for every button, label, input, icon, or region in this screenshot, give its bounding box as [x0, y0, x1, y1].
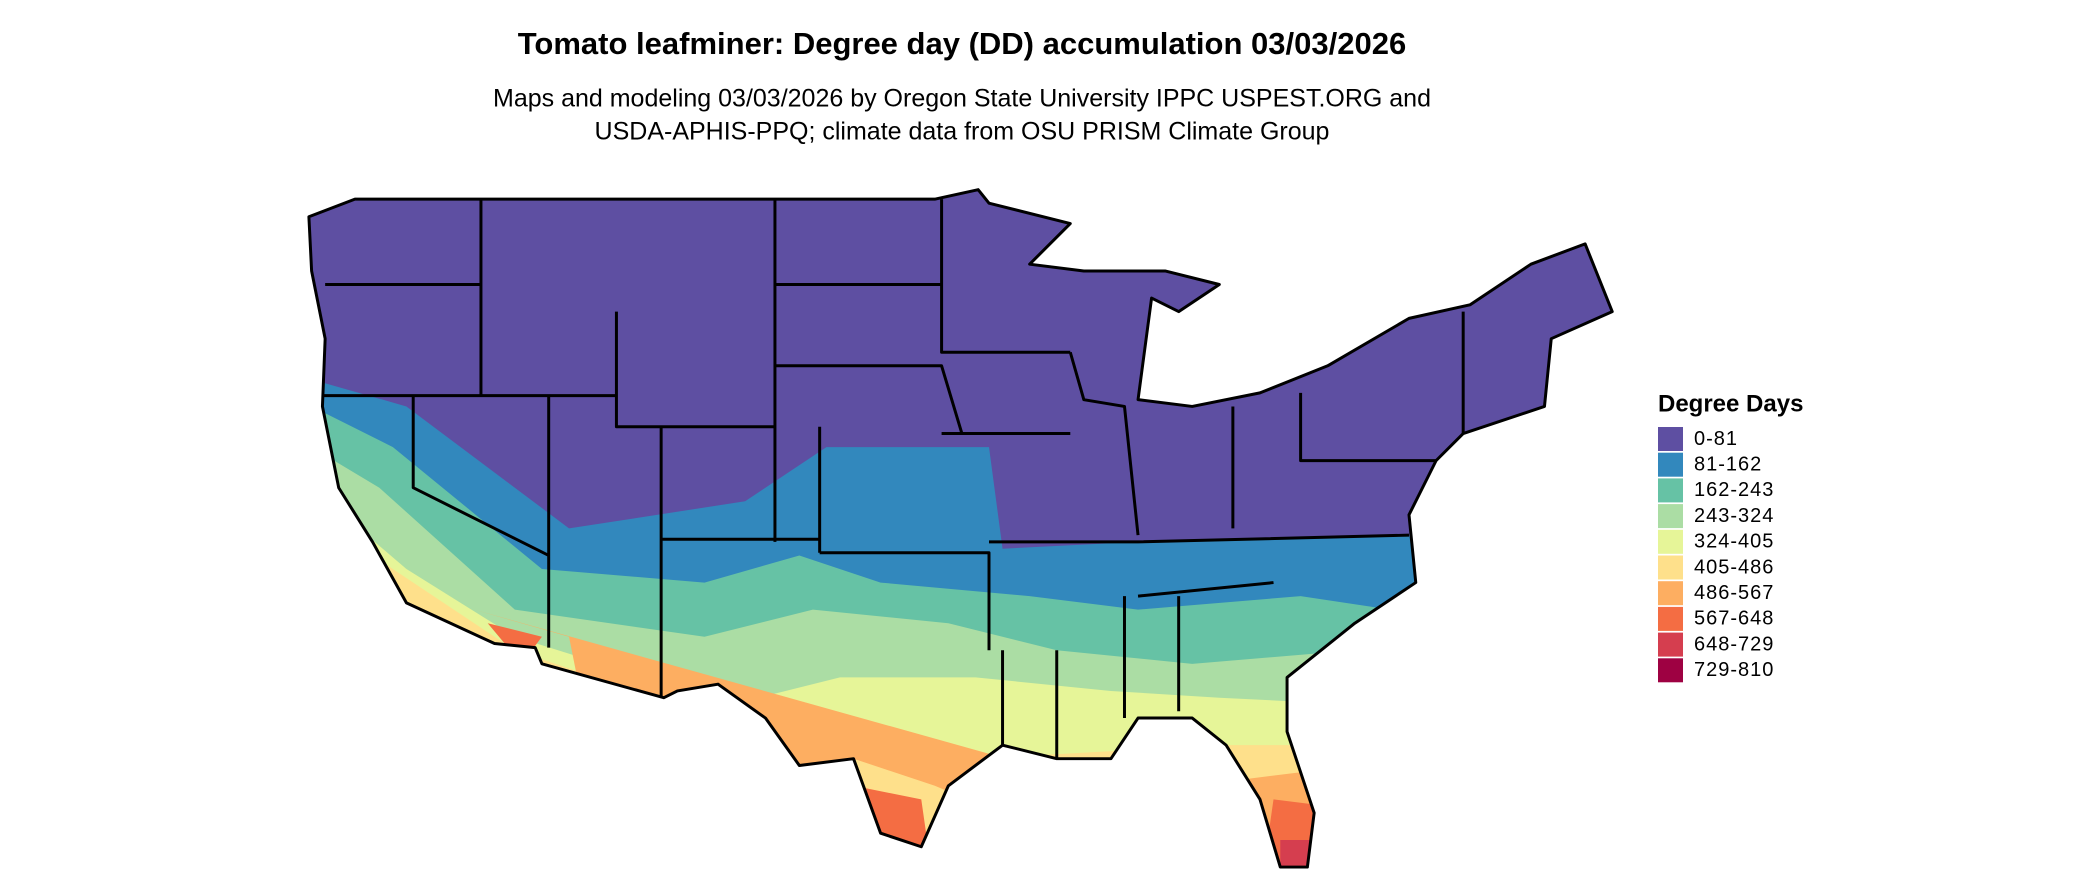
legend-label: 486-567 [1694, 582, 1774, 604]
legend-swatch [1658, 478, 1683, 503]
legend-swatch [1658, 529, 1683, 554]
legend-label: 0-81 [1694, 428, 1738, 450]
state-borders [307, 188, 1614, 869]
legend-label: 81-162 [1694, 453, 1762, 475]
border [322, 199, 1465, 759]
legend-label: 162-243 [1694, 479, 1774, 501]
border [307, 188, 1614, 869]
legend-swatch [1658, 555, 1683, 580]
legend: 0-81 81-162 162-243 243-324 324-405 405-486 48… [1658, 427, 1774, 683]
legend-label: 729-810 [1694, 659, 1774, 681]
legend-swatch [1658, 606, 1683, 631]
map-title: Tomato leafminer: Degree day (DD) accumu… [518, 26, 1406, 61]
legend-label: 324-405 [1694, 531, 1774, 553]
legend-label: 405-486 [1694, 556, 1774, 578]
legend-title: Degree Days [1658, 390, 1803, 417]
legend-label: 243-324 [1694, 505, 1774, 527]
legend-swatch [1658, 427, 1683, 451]
legend-label: 648-729 [1694, 633, 1774, 655]
legend-swatch [1658, 658, 1683, 683]
zone [487, 623, 1328, 868]
legend-swatch [1658, 581, 1683, 606]
legend-swatch [1658, 504, 1683, 529]
map-subtitle: Maps and modeling 03/03/2026 by Oregon S… [493, 85, 1431, 113]
legend-label: 567-648 [1694, 608, 1774, 630]
legend-swatch [1658, 452, 1683, 477]
map-subtitle: USDA-APHIS-PPQ; climate data from OSU PR… [595, 118, 1330, 146]
legend-swatch [1658, 632, 1683, 657]
